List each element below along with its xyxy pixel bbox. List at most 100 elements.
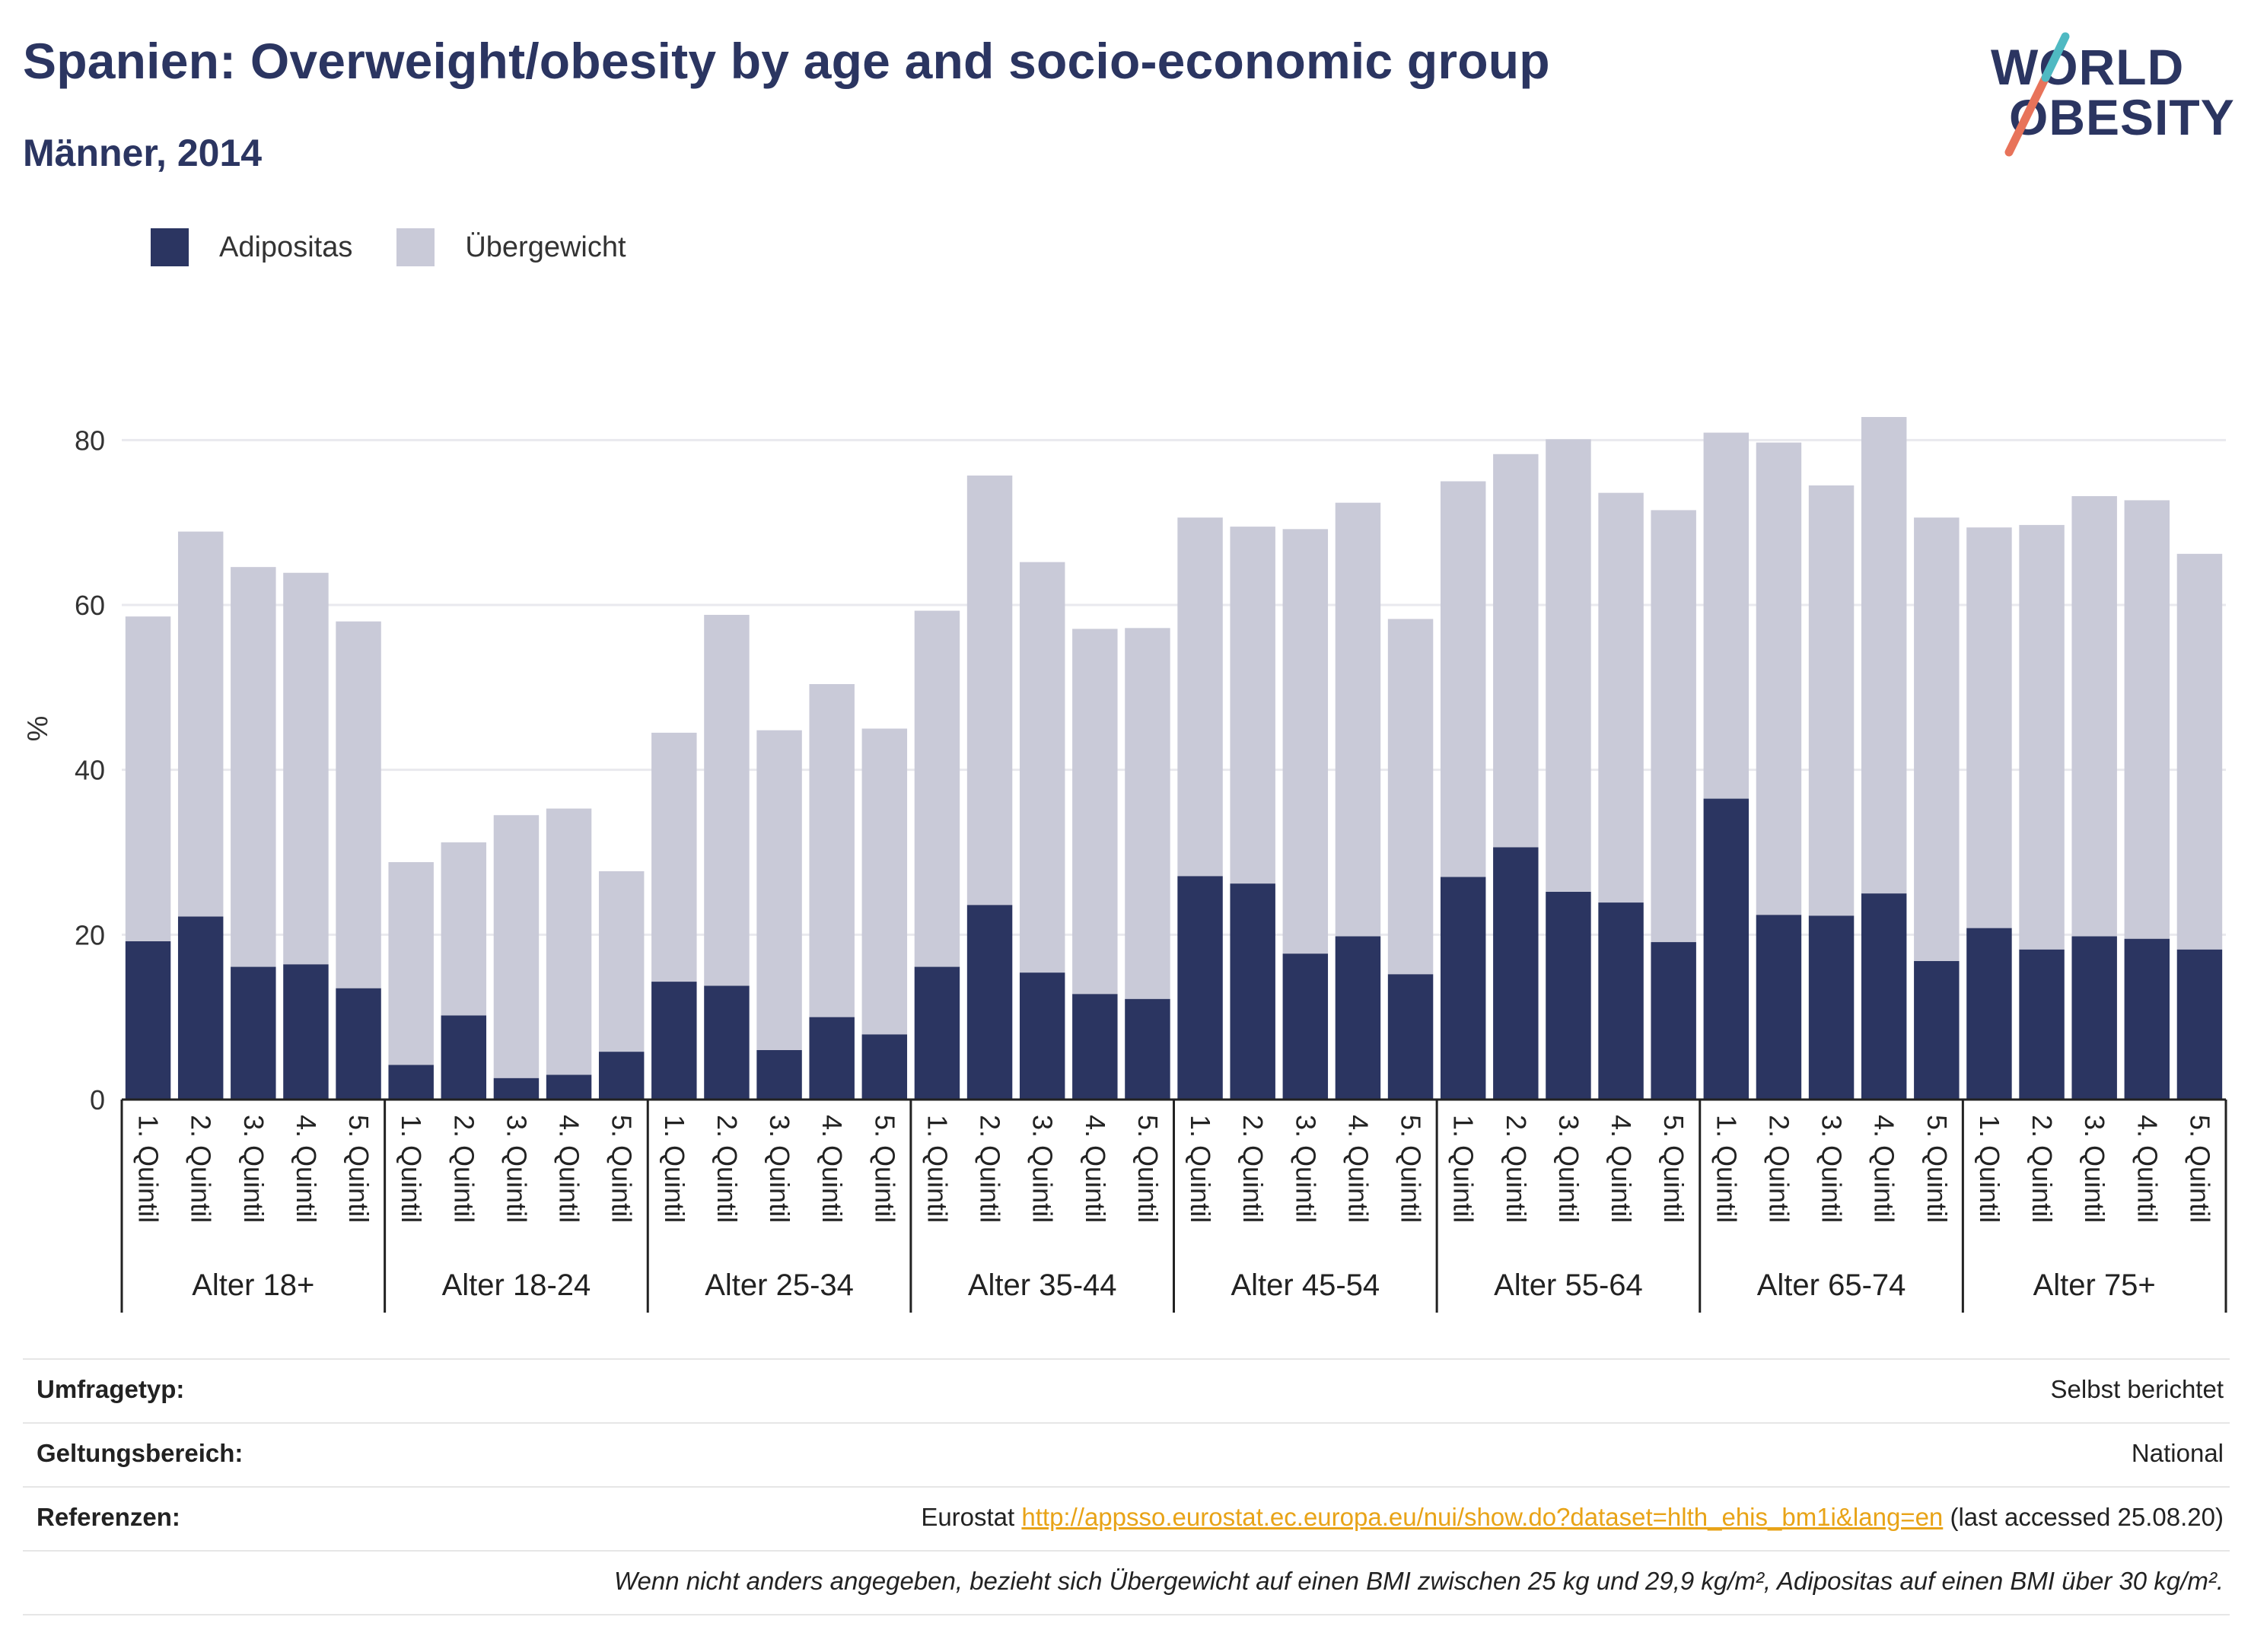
logo-text-line2: OBESITY xyxy=(2009,89,2235,145)
bar-obesity xyxy=(966,905,1013,1100)
references-label: Referenzen: xyxy=(37,1503,180,1531)
x-tick-label: 3. Quintil xyxy=(1027,1115,1059,1223)
y-axis-title: % xyxy=(22,716,54,742)
bar-overweight xyxy=(231,567,276,967)
x-tick-label: 5. Quintil xyxy=(1132,1115,1164,1223)
chart-legend: Adipositas Übergewicht xyxy=(151,227,670,268)
x-tick-label: 5. Quintil xyxy=(2184,1115,2215,1223)
bar-obesity xyxy=(546,1074,592,1100)
x-tick-label: 2. Quintil xyxy=(975,1115,1006,1223)
bar-obesity xyxy=(1282,953,1329,1100)
x-tick-label: 2. Quintil xyxy=(1237,1115,1269,1223)
bar-overweight xyxy=(493,815,540,1078)
bar-obesity xyxy=(1177,876,1223,1100)
bar-overweight xyxy=(1861,417,1907,894)
bar-obesity xyxy=(1019,972,1065,1100)
x-tick-label: 2. Quintil xyxy=(712,1115,743,1223)
bar-obesity xyxy=(1546,892,1591,1100)
bar-obesity xyxy=(1440,877,1486,1100)
x-tick-label: 5. Quintil xyxy=(1396,1115,1427,1223)
x-tick-label: 1. Quintil xyxy=(1974,1115,2005,1223)
bar-obesity xyxy=(861,1034,908,1100)
x-tick-label: 2. Quintil xyxy=(1501,1115,1532,1223)
bar-overweight xyxy=(1598,492,1644,903)
bar-obesity xyxy=(1808,915,1855,1100)
logo-slash-icon xyxy=(2004,32,2070,157)
bar-obesity xyxy=(441,1015,487,1100)
x-tick-label: 3. Quintil xyxy=(501,1115,532,1223)
group-label: Alter 35-44 xyxy=(968,1268,1117,1302)
world-obesity-logo[interactable]: WORLD OBESITY xyxy=(1986,23,2234,167)
x-tick-label: 3. Quintil xyxy=(1290,1115,1321,1223)
legend-swatch-overweight xyxy=(396,228,435,266)
x-tick-label: 4. Quintil xyxy=(1342,1115,1374,1223)
bar-obesity xyxy=(2176,949,2223,1100)
bar-overweight xyxy=(177,531,224,917)
bar-obesity xyxy=(1703,798,1750,1100)
bar-obesity xyxy=(2124,938,2170,1100)
x-tick-label: 1. Quintil xyxy=(1448,1115,1479,1223)
bar-obesity xyxy=(1756,915,1802,1100)
bar-obesity xyxy=(1861,893,1907,1100)
chart-subtitle: Männer, 2014 xyxy=(23,132,263,174)
footer-row-scope: Geltungsbereich: National xyxy=(23,1422,2230,1486)
bar-overweight xyxy=(1651,510,1696,943)
x-tick-label: 4. Quintil xyxy=(1606,1115,1637,1223)
x-tick-label: 2. Quintil xyxy=(2027,1115,2058,1223)
bar-obesity xyxy=(125,941,171,1100)
bar-overweight xyxy=(861,728,908,1035)
bar-obesity xyxy=(598,1052,645,1100)
bar-obesity xyxy=(1335,936,1381,1100)
x-tick-label: 1. Quintil xyxy=(1711,1115,1742,1223)
bar-overweight xyxy=(1230,527,1275,884)
bar-overweight xyxy=(1125,628,1170,999)
bar-obesity xyxy=(1651,942,1696,1100)
bar-overweight xyxy=(125,616,171,941)
legend-label-obesity: Adipositas xyxy=(219,231,353,263)
references-source: Eurostat xyxy=(921,1503,1022,1531)
group-label: Alter 18-24 xyxy=(442,1268,591,1302)
group-label: Alter 55-64 xyxy=(1494,1268,1643,1302)
bar-overweight xyxy=(546,808,592,1075)
x-tick-label: 1. Quintil xyxy=(396,1115,427,1223)
footer-row-note: Wenn nicht anders angegeben, bezieht sic… xyxy=(23,1550,2230,1615)
bar-obesity xyxy=(1914,961,1960,1100)
bar-obesity xyxy=(1125,998,1170,1100)
x-tick-label: 4. Quintil xyxy=(2132,1115,2163,1223)
x-tick-label: 5. Quintil xyxy=(869,1115,900,1223)
x-tick-label: 4. Quintil xyxy=(1869,1115,1900,1223)
group-label: Alter 65-74 xyxy=(1757,1268,1906,1302)
x-tick-label: 3. Quintil xyxy=(2079,1115,2110,1223)
bar-overweight xyxy=(1072,629,1118,995)
bar-obesity xyxy=(283,964,329,1100)
survey-type-label: Umfragetyp: xyxy=(37,1375,185,1403)
legend-swatch-obesity xyxy=(151,228,189,266)
bar-overweight xyxy=(2019,524,2065,950)
bar-obesity xyxy=(809,1017,855,1100)
bar-obesity xyxy=(177,916,224,1100)
x-tick-label: 3. Quintil xyxy=(1553,1115,1584,1223)
x-tick-label: 4. Quintil xyxy=(554,1115,585,1223)
x-tick-label: 1. Quintil xyxy=(659,1115,690,1223)
legend-item-overweight[interactable]: Übergewicht xyxy=(396,228,626,266)
bar-obesity xyxy=(231,966,276,1100)
chart-title: Spanien: Overweight/obesity by age and s… xyxy=(23,33,1550,89)
bar-obesity xyxy=(914,966,960,1100)
bar-overweight xyxy=(283,572,329,965)
bar-obesity xyxy=(1230,883,1275,1100)
bar-overweight xyxy=(336,621,381,988)
bar-overweight xyxy=(1440,481,1486,877)
x-tick-label: 5. Quintil xyxy=(343,1115,374,1223)
x-tick-label: 3. Quintil xyxy=(1816,1115,1848,1223)
bar-overweight xyxy=(1282,529,1329,954)
legend-label-overweight: Übergewicht xyxy=(465,231,626,263)
x-tick-label: 4. Quintil xyxy=(817,1115,848,1223)
x-tick-label: 3. Quintil xyxy=(238,1115,269,1223)
bar-obesity xyxy=(704,985,750,1100)
bar-overweight xyxy=(2124,500,2170,939)
legend-item-obesity[interactable]: Adipositas xyxy=(151,228,352,266)
bar-overweight xyxy=(809,684,855,1017)
x-tick-label: 1. Quintil xyxy=(133,1115,164,1223)
references-link[interactable]: http://appsso.eurostat.ec.europa.eu/nui/… xyxy=(1021,1503,1944,1531)
bar-obesity xyxy=(2019,949,2065,1100)
